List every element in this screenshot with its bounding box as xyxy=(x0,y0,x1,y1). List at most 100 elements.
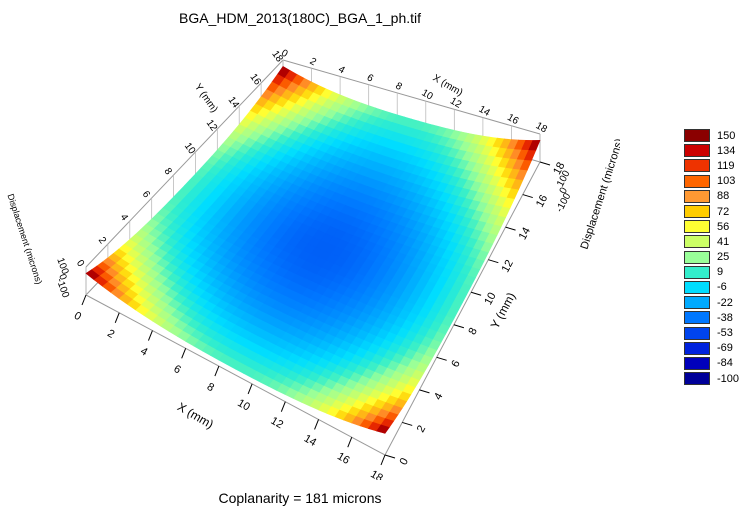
y-tick-label: 10 xyxy=(482,291,498,307)
legend-swatch xyxy=(684,205,710,219)
y-tick-label: 14 xyxy=(517,225,533,241)
x-tick-label: 2 xyxy=(105,327,116,340)
legend-swatch xyxy=(684,235,710,249)
x-tick-label: 10 xyxy=(235,397,252,414)
x-tick-mark xyxy=(114,312,120,323)
legend-swatch xyxy=(684,159,710,173)
legend-label: 25 xyxy=(717,251,730,264)
legend-entry: 134 xyxy=(684,143,750,158)
legend-entry: 9 xyxy=(684,265,750,280)
legend-label: -6 xyxy=(717,281,727,294)
y-tick-mark xyxy=(384,454,396,459)
back-x-tick-label: 16 xyxy=(505,112,521,127)
back-x-tick-label: 6 xyxy=(365,72,376,85)
legend-entry: 25 xyxy=(684,250,750,265)
back-x-tick-label: 4 xyxy=(336,64,347,77)
z-tick-label-left: 100 xyxy=(54,256,70,276)
legend-swatch xyxy=(684,129,710,143)
x-tick-label: 6 xyxy=(172,363,183,376)
displacement-surface xyxy=(85,65,541,434)
legend-swatch xyxy=(684,280,710,294)
legend-entry: -6 xyxy=(684,280,750,295)
x-tick-mark xyxy=(314,419,320,430)
legend-swatch xyxy=(684,296,710,310)
legend-label: -38 xyxy=(717,311,733,324)
legend-entry: -69 xyxy=(684,341,750,356)
legend-entry: -53 xyxy=(684,325,750,340)
x-tick-mark xyxy=(181,348,187,359)
back-x-tick-label: 8 xyxy=(393,81,404,94)
back-x-tick-label: 18 xyxy=(534,120,550,135)
legend-entry: 150 xyxy=(684,128,750,143)
legend-swatch xyxy=(684,356,710,370)
coplanarity-label: Coplanarity = 181 microns xyxy=(218,490,382,506)
z-axis-label-right: Displacement (microns) xyxy=(579,137,620,251)
back-y-tick-label: 2 xyxy=(96,235,108,246)
back-y-tick-label: 6 xyxy=(140,189,152,200)
legend-entry: -100 xyxy=(684,371,750,386)
y-tick-label: 18 xyxy=(551,160,567,176)
legend-label: 103 xyxy=(717,175,736,188)
x-tick-label: 0 xyxy=(72,310,83,323)
z-tick-label-left: 0 xyxy=(56,273,68,282)
x-tick-mark xyxy=(147,330,153,341)
legend-swatch xyxy=(684,326,710,340)
legend-label: 56 xyxy=(717,220,730,233)
x-tick-label: 16 xyxy=(335,450,352,467)
legend-swatch xyxy=(684,265,710,279)
legend-label: -84 xyxy=(717,357,733,370)
y-tick-mark xyxy=(505,226,516,231)
back-x-tick-label: 0 xyxy=(279,48,290,61)
legend-entry: -22 xyxy=(684,295,750,310)
legend-entry: 72 xyxy=(684,204,750,219)
y-tick-label: 16 xyxy=(534,193,550,209)
y-tick-mark xyxy=(419,389,430,394)
surface-cell xyxy=(376,424,390,434)
legend-label: 134 xyxy=(717,144,736,157)
y-tick-mark xyxy=(402,421,413,426)
x-tick-label: 14 xyxy=(302,433,319,450)
legend-label: -22 xyxy=(717,296,733,309)
legend-swatch xyxy=(684,144,710,158)
y-tick-mark xyxy=(539,161,551,166)
legend-entry: -84 xyxy=(684,356,750,371)
legend-entry: 119 xyxy=(684,158,750,173)
back-x-tick-label: 2 xyxy=(308,56,319,69)
y-tick-label: 12 xyxy=(500,258,516,274)
x-tick-mark xyxy=(247,383,253,395)
legend-label: 88 xyxy=(717,190,730,203)
x-tick-mark xyxy=(214,365,220,377)
legend-label: -69 xyxy=(717,342,733,355)
z-axis-label-left: Displacement (microns) xyxy=(5,193,44,286)
x-tick-label: 8 xyxy=(205,381,216,394)
legend-swatch xyxy=(684,220,710,234)
back-x-axis-label: X (mm) xyxy=(431,73,465,99)
legend-entry: 88 xyxy=(684,189,750,204)
legend-entry: 56 xyxy=(684,219,750,234)
y-tick-mark xyxy=(453,324,465,329)
back-y-axis-label: Y (mm) xyxy=(192,82,220,115)
x-tick-label: 18 xyxy=(368,468,385,480)
legend-swatch xyxy=(684,372,710,386)
back-x-tick-label: 14 xyxy=(477,104,493,119)
y-tick-mark xyxy=(436,356,447,361)
x-tick-label: 4 xyxy=(138,345,149,358)
legend-label: 9 xyxy=(717,266,724,279)
y-tick-mark xyxy=(522,194,533,199)
y-tick-label: 8 xyxy=(467,326,480,337)
back-y-tick-label: 0 xyxy=(74,258,86,269)
y-tick-mark xyxy=(470,291,482,296)
legend-label: 72 xyxy=(717,205,730,218)
legend-entry: -38 xyxy=(684,310,750,325)
y-tick-label: 6 xyxy=(449,358,462,369)
y-tick-label: 4 xyxy=(432,391,445,402)
back-x-tick-label: 10 xyxy=(419,87,435,102)
legend-swatch xyxy=(684,311,710,325)
legend-label: 150 xyxy=(717,129,736,142)
x-tick-label: 12 xyxy=(269,415,286,432)
x-tick-mark xyxy=(81,294,87,306)
y-tick-label: 2 xyxy=(415,424,428,435)
x-tick-mark xyxy=(280,401,286,412)
legend-label: 119 xyxy=(717,159,735,172)
